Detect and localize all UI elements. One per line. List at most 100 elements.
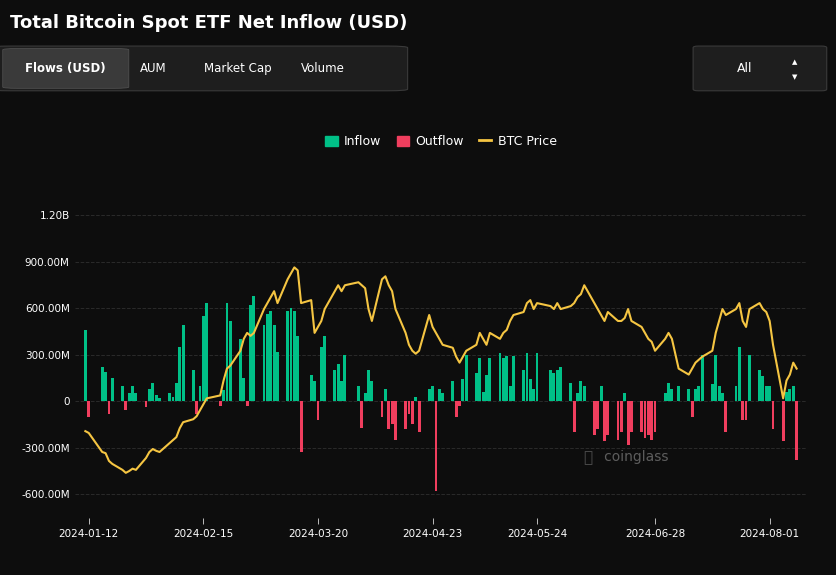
Bar bbox=[559, 367, 562, 401]
Text: Market Cap: Market Cap bbox=[204, 62, 272, 75]
Bar bbox=[505, 356, 508, 401]
Bar bbox=[320, 347, 323, 401]
Bar bbox=[606, 401, 609, 435]
Bar bbox=[266, 315, 269, 401]
Text: Volume: Volume bbox=[301, 62, 344, 75]
Bar bbox=[171, 397, 175, 401]
Bar bbox=[340, 381, 343, 401]
Bar bbox=[536, 353, 538, 401]
Bar bbox=[357, 386, 359, 401]
Bar bbox=[485, 375, 488, 401]
Bar bbox=[533, 389, 535, 401]
Bar bbox=[175, 382, 178, 401]
Bar bbox=[131, 386, 134, 401]
Bar bbox=[694, 389, 697, 401]
Bar bbox=[438, 389, 441, 401]
Bar bbox=[226, 304, 228, 401]
Bar bbox=[121, 386, 124, 401]
Bar bbox=[620, 401, 623, 432]
Bar bbox=[735, 386, 737, 401]
Bar bbox=[451, 381, 454, 401]
Bar bbox=[128, 393, 130, 401]
Bar bbox=[583, 386, 586, 401]
Bar bbox=[314, 381, 316, 401]
Bar bbox=[407, 401, 410, 413]
Bar bbox=[526, 353, 528, 401]
Bar bbox=[276, 351, 279, 401]
Text: ▼: ▼ bbox=[792, 74, 798, 80]
Bar bbox=[387, 401, 390, 429]
Bar bbox=[596, 401, 599, 429]
Bar bbox=[788, 389, 792, 401]
Bar bbox=[269, 311, 273, 401]
Bar bbox=[748, 355, 751, 401]
Bar bbox=[263, 325, 266, 401]
Bar bbox=[108, 401, 110, 413]
Bar bbox=[475, 373, 478, 401]
Bar bbox=[84, 330, 87, 401]
Bar bbox=[390, 401, 394, 424]
Bar bbox=[344, 355, 346, 401]
Text: All: All bbox=[737, 62, 753, 75]
Bar bbox=[455, 401, 457, 417]
Bar bbox=[394, 401, 397, 440]
Bar bbox=[239, 339, 242, 401]
Bar bbox=[249, 305, 252, 401]
Bar bbox=[599, 386, 603, 401]
Bar bbox=[418, 401, 421, 432]
Bar bbox=[725, 401, 727, 432]
Bar bbox=[458, 401, 461, 406]
Bar bbox=[428, 389, 431, 401]
Bar bbox=[195, 401, 198, 413]
Bar bbox=[367, 370, 370, 401]
Bar bbox=[415, 397, 417, 401]
Bar bbox=[168, 393, 171, 401]
Bar bbox=[478, 358, 482, 401]
Bar bbox=[768, 386, 771, 401]
Bar bbox=[431, 386, 434, 401]
Bar bbox=[792, 386, 795, 401]
Bar bbox=[549, 370, 552, 401]
Text: ▲: ▲ bbox=[792, 59, 798, 65]
Bar bbox=[299, 401, 303, 453]
Bar bbox=[782, 401, 784, 442]
FancyBboxPatch shape bbox=[693, 46, 827, 91]
Bar bbox=[573, 401, 575, 432]
Bar bbox=[508, 386, 512, 401]
Text: 🐧: 🐧 bbox=[584, 450, 593, 465]
Bar bbox=[229, 320, 232, 401]
Bar bbox=[286, 311, 289, 401]
Bar bbox=[502, 358, 505, 401]
Bar bbox=[111, 378, 114, 401]
Bar bbox=[198, 386, 201, 401]
Bar bbox=[758, 370, 761, 401]
Bar bbox=[148, 389, 150, 401]
Bar bbox=[135, 393, 137, 401]
Bar bbox=[630, 401, 633, 432]
Bar bbox=[593, 401, 596, 435]
Bar bbox=[380, 401, 384, 417]
Bar bbox=[785, 392, 788, 401]
Bar bbox=[644, 401, 646, 438]
Bar bbox=[384, 389, 387, 401]
Bar bbox=[765, 386, 767, 401]
Text: Total Bitcoin Spot ETF Net Inflow (USD): Total Bitcoin Spot ETF Net Inflow (USD) bbox=[10, 14, 407, 32]
Bar bbox=[293, 311, 296, 401]
Bar bbox=[616, 401, 619, 440]
Bar bbox=[324, 336, 326, 401]
Bar bbox=[289, 308, 293, 401]
Bar bbox=[360, 401, 363, 428]
Bar bbox=[677, 386, 680, 401]
Bar bbox=[191, 370, 195, 401]
Bar bbox=[158, 398, 161, 401]
Bar bbox=[795, 401, 798, 460]
Bar bbox=[603, 401, 606, 442]
Bar bbox=[556, 370, 558, 401]
Bar bbox=[762, 377, 764, 401]
Bar bbox=[87, 401, 90, 417]
Bar bbox=[222, 390, 225, 401]
Bar bbox=[654, 401, 656, 432]
Bar bbox=[181, 325, 185, 401]
Text: AUM: AUM bbox=[140, 62, 166, 75]
FancyBboxPatch shape bbox=[3, 48, 129, 89]
